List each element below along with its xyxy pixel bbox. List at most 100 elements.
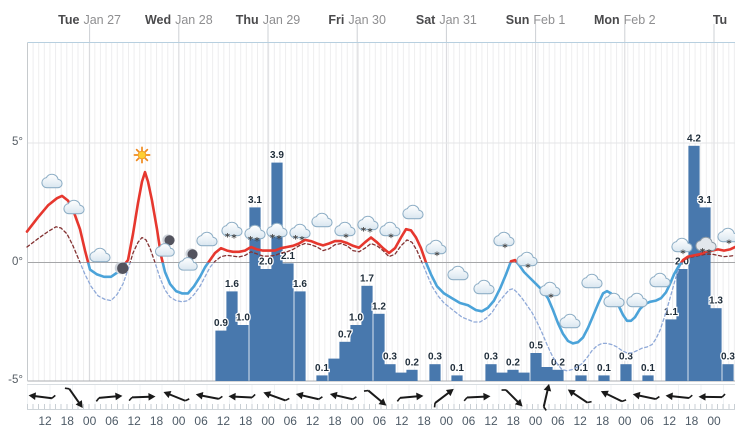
precip-value-label: 0.7 <box>338 329 352 340</box>
weather-icon-moon-cloud <box>154 234 175 257</box>
time-label: 06 <box>105 414 119 428</box>
precip-bar <box>710 308 722 381</box>
time-label: 00 <box>618 414 632 428</box>
precip-value-label: 4.2 <box>687 133 701 144</box>
weather-icon-snow2: * * <box>266 222 288 245</box>
weather-icon-snow2: * * <box>221 221 243 244</box>
day-header: Wed Jan 28 <box>134 13 224 27</box>
day-name: Wed <box>144 13 172 27</box>
time-label: 12 <box>38 414 52 428</box>
svg-text:*: * <box>548 293 554 304</box>
time-label: 06 <box>283 414 297 428</box>
precip-bar <box>249 207 261 381</box>
weather-icon-sun <box>133 146 151 164</box>
svg-text:*: * <box>726 239 732 250</box>
time-label: 06 <box>194 414 208 428</box>
day-name: Tu <box>712 13 728 27</box>
precip-value-label: 0.3 <box>383 352 397 363</box>
weather-icon-cloud <box>402 204 424 220</box>
svg-text:*: * <box>700 247 706 258</box>
day-date: Feb 1 <box>533 13 566 27</box>
weather-icon-cloud <box>559 313 581 329</box>
precip-bar <box>260 269 272 381</box>
svg-text:*: * <box>343 233 349 244</box>
precip-value-label: 1.0 <box>349 313 363 324</box>
wind-arrow <box>531 383 561 415</box>
svg-text:*: * <box>361 226 367 237</box>
precip-bar <box>642 375 654 381</box>
time-label: 18 <box>417 414 431 428</box>
time-label: 12 <box>395 414 409 428</box>
time-label: 18 <box>60 414 74 428</box>
temperature-line-cold <box>86 262 683 345</box>
day-header: Mon Feb 2 <box>580 13 670 27</box>
precip-value-label: 0.9 <box>214 318 228 329</box>
time-label: 12 <box>127 414 141 428</box>
weather-icon-moon-cloud <box>177 248 198 271</box>
precip-value-label: 0.1 <box>641 363 655 374</box>
time-label: 12 <box>305 414 320 428</box>
svg-text:*: * <box>231 233 237 244</box>
weather-icon-cloud <box>89 247 111 263</box>
precip-bar <box>451 375 463 381</box>
wind-arrow <box>395 384 425 415</box>
day-date: Jan 30 <box>348 13 386 27</box>
time-label: 18 <box>239 414 253 428</box>
feelslike-line-cold <box>79 262 684 372</box>
wind-arrow <box>127 384 157 415</box>
day-header: Sat Jan 31 <box>401 13 491 27</box>
precip-value-label: 0.2 <box>506 357 520 368</box>
time-label: 00 <box>172 414 186 428</box>
precip-bar <box>518 372 530 381</box>
time-label: 12 <box>216 414 231 428</box>
temperature-line-warm <box>25 170 735 263</box>
weather-icon-snow1: * <box>671 237 693 260</box>
wind-arrow <box>664 384 694 415</box>
precip-value-label: 0.3 <box>619 352 633 363</box>
precip-bar <box>665 319 677 381</box>
day-name: Fri <box>328 13 345 27</box>
precip-value-label: 3.1 <box>698 195 712 206</box>
time-label: 18 <box>506 414 520 428</box>
precip-value-label: 0.2 <box>405 357 419 368</box>
weather-icon-cloud <box>311 212 333 228</box>
svg-text:*: * <box>680 249 686 260</box>
weather-icon-snow2: * * <box>357 215 379 238</box>
svg-text:*: * <box>434 251 440 262</box>
day-name: Sun <box>505 13 530 27</box>
weather-icon-snow2: * * <box>289 223 311 246</box>
day-header: Thu Jan 29 <box>223 13 313 27</box>
day-date: Jan 28 <box>175 13 213 27</box>
weather-icon-snow1: * <box>334 221 356 244</box>
precip-bar <box>552 369 564 381</box>
precip-bar <box>496 372 508 381</box>
precip-value-label: 0.1 <box>574 363 588 374</box>
time-label: 06 <box>640 414 654 428</box>
precip-bar <box>339 341 351 381</box>
precip-bar <box>530 353 542 381</box>
svg-text:*: * <box>225 232 231 243</box>
precip-bar <box>328 358 340 381</box>
precip-bar <box>373 313 385 381</box>
wind-arrow <box>564 384 594 415</box>
weather-icon-cloud <box>447 265 469 281</box>
time-label: 00 <box>439 414 454 428</box>
svg-text:*: * <box>293 234 299 245</box>
precip-value-label: 1.6 <box>293 279 307 290</box>
svg-text:*: * <box>388 233 394 244</box>
precip-value-label: 3.9 <box>270 150 284 161</box>
time-label: 00 <box>261 414 275 428</box>
day-name: Tue <box>58 13 80 27</box>
precip-bar <box>395 372 407 381</box>
precip-bar <box>294 291 306 381</box>
wind-arrow <box>328 384 358 415</box>
weather-icon-cloud <box>63 199 85 215</box>
svg-text:*: * <box>299 235 305 246</box>
weather-icon-snow2: * * <box>244 224 266 247</box>
svg-text:*: * <box>254 236 260 247</box>
wind-arrow <box>294 384 324 415</box>
precip-bar <box>406 369 418 381</box>
time-label: 12 <box>662 414 677 428</box>
day-header: Fri Jan 30 <box>312 13 402 27</box>
